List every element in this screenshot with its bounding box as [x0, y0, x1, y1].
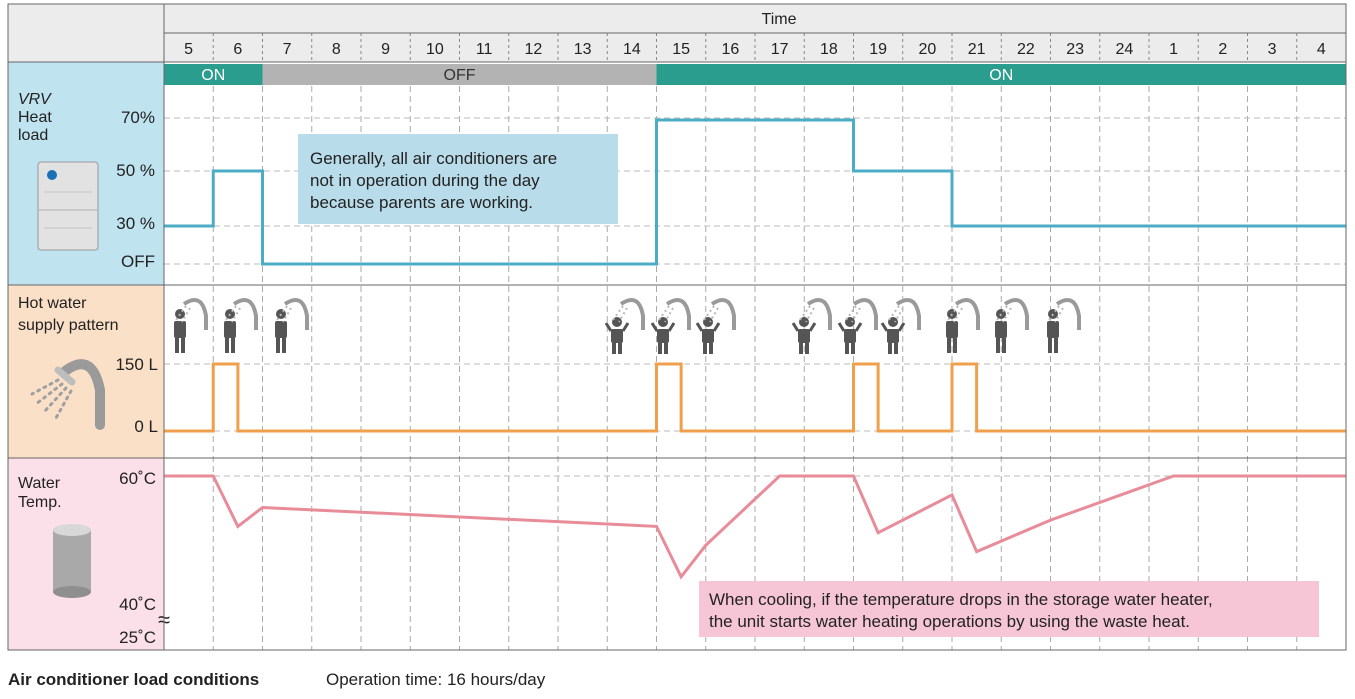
- operation-segment-off: [262, 64, 657, 85]
- heat-load-line: [164, 118, 1346, 266]
- hour-tick-label: 24: [1115, 41, 1133, 58]
- operation-bar: ON OFF ON: [164, 64, 1346, 85]
- hour-tick-label: 17: [771, 41, 789, 58]
- cool-note-line: When cooling, if the temperature drops i…: [709, 590, 1213, 609]
- hour-tick-label: 23: [1066, 41, 1084, 58]
- water-temp-line: [164, 474, 1346, 580]
- hour-tick-label: 15: [672, 41, 690, 58]
- operation-segment-label: OFF: [444, 67, 476, 84]
- child-bathing-icon: [880, 298, 921, 354]
- hour-tick-label: 7: [283, 41, 292, 58]
- hour-tick-label: 13: [574, 41, 592, 58]
- child-bathing-icon: [650, 298, 691, 354]
- heat-note-box: [298, 134, 618, 224]
- hot-water-title-line: supply pattern: [18, 317, 119, 334]
- water-temp-title-line: Water: [18, 475, 61, 492]
- hour-tick-label: 10: [426, 41, 444, 58]
- hour-tick-label: 11: [476, 41, 493, 58]
- heat-note-line: because parents are working.: [310, 193, 533, 212]
- adult-bathing-icon: [174, 298, 208, 353]
- hour-tick-label: 9: [381, 41, 390, 58]
- y-label-off: OFF: [121, 252, 155, 271]
- adult-bathing-icon: [224, 298, 258, 353]
- adult-bathing-icon: [946, 298, 980, 353]
- gridlines: [164, 33, 1346, 650]
- vrv-title-line: load: [18, 127, 48, 144]
- y-label-25c: 25˚C: [119, 628, 156, 647]
- hour-tick-label: 18: [820, 41, 838, 58]
- hour-tick-label: 14: [623, 41, 641, 58]
- vrv-title: VRV: [18, 91, 52, 108]
- y-label-0l: 0 L: [134, 417, 158, 436]
- hour-tick-label: 20: [918, 41, 936, 58]
- footer-title: Air conditioner load conditions: [8, 670, 259, 689]
- operation-segment-label: ON: [989, 67, 1013, 84]
- adult-bathing-icon: [275, 298, 309, 353]
- hour-labels: 5 6 7 8 9 10 11 12 13 14 15 16 17 18 19 20 21 22 23 24 1 2 3 4: [184, 41, 1326, 58]
- vrv-title-line: Heat: [18, 109, 52, 126]
- y-label-150l: 150 L: [115, 355, 158, 374]
- hour-tick-label: 3: [1268, 41, 1277, 58]
- hour-tick-label: 6: [233, 41, 242, 58]
- water-tank-icon: [53, 524, 91, 598]
- adult-bathing-icon: [1047, 298, 1081, 353]
- hot-water-line: [164, 362, 1346, 433]
- hour-tick-label: 21: [968, 41, 986, 58]
- y-label-50: 50 %: [116, 161, 155, 180]
- cool-note-box: [699, 581, 1319, 637]
- time-label: Time: [762, 11, 797, 28]
- adult-bathing-icon: [995, 298, 1029, 353]
- y-label-60c: 60˚C: [119, 469, 156, 488]
- hot-water-panel: [8, 285, 164, 458]
- shower-icon: [30, 359, 105, 430]
- child-bathing-icon: [791, 298, 832, 354]
- bathing-people-icons: [174, 298, 1081, 354]
- hour-tick-label: 22: [1017, 41, 1035, 58]
- outdoor-unit-icon: [37, 161, 99, 251]
- heat-note-line: not in operation during the day: [310, 171, 540, 190]
- hour-tick-label: 12: [524, 41, 542, 58]
- water-temp-title-line: Temp.: [18, 494, 62, 511]
- hour-tick-label: 16: [721, 41, 739, 58]
- operation-segment-on: [656, 64, 1346, 85]
- hour-tick-label: 4: [1317, 41, 1326, 58]
- operation-segment-on: [164, 64, 263, 85]
- y-label-30: 30 %: [116, 214, 155, 233]
- heat-note-line: Generally, all air conditioners are: [310, 149, 557, 168]
- hot-water-title-line: Hot water: [18, 295, 87, 312]
- hour-tick-label: 5: [184, 41, 193, 58]
- hour-tick-label: 8: [332, 41, 341, 58]
- cool-note-line: the unit starts water heating operations…: [709, 612, 1190, 631]
- child-bathing-icon: [837, 298, 878, 354]
- table-frame: [7, 3, 1347, 651]
- footer-detail: Operation time: 16 hours/day: [326, 670, 546, 689]
- operation-segment-label: ON: [201, 67, 225, 84]
- y-label-70: 70%: [121, 108, 155, 127]
- child-bathing-icon: [604, 298, 645, 354]
- y-label-40c: 40˚C: [119, 595, 156, 614]
- hour-tick-label: 19: [869, 41, 887, 58]
- child-bathing-icon: [695, 298, 736, 354]
- hour-tick-label: 2: [1218, 41, 1227, 58]
- hour-tick-label: 1: [1169, 41, 1178, 58]
